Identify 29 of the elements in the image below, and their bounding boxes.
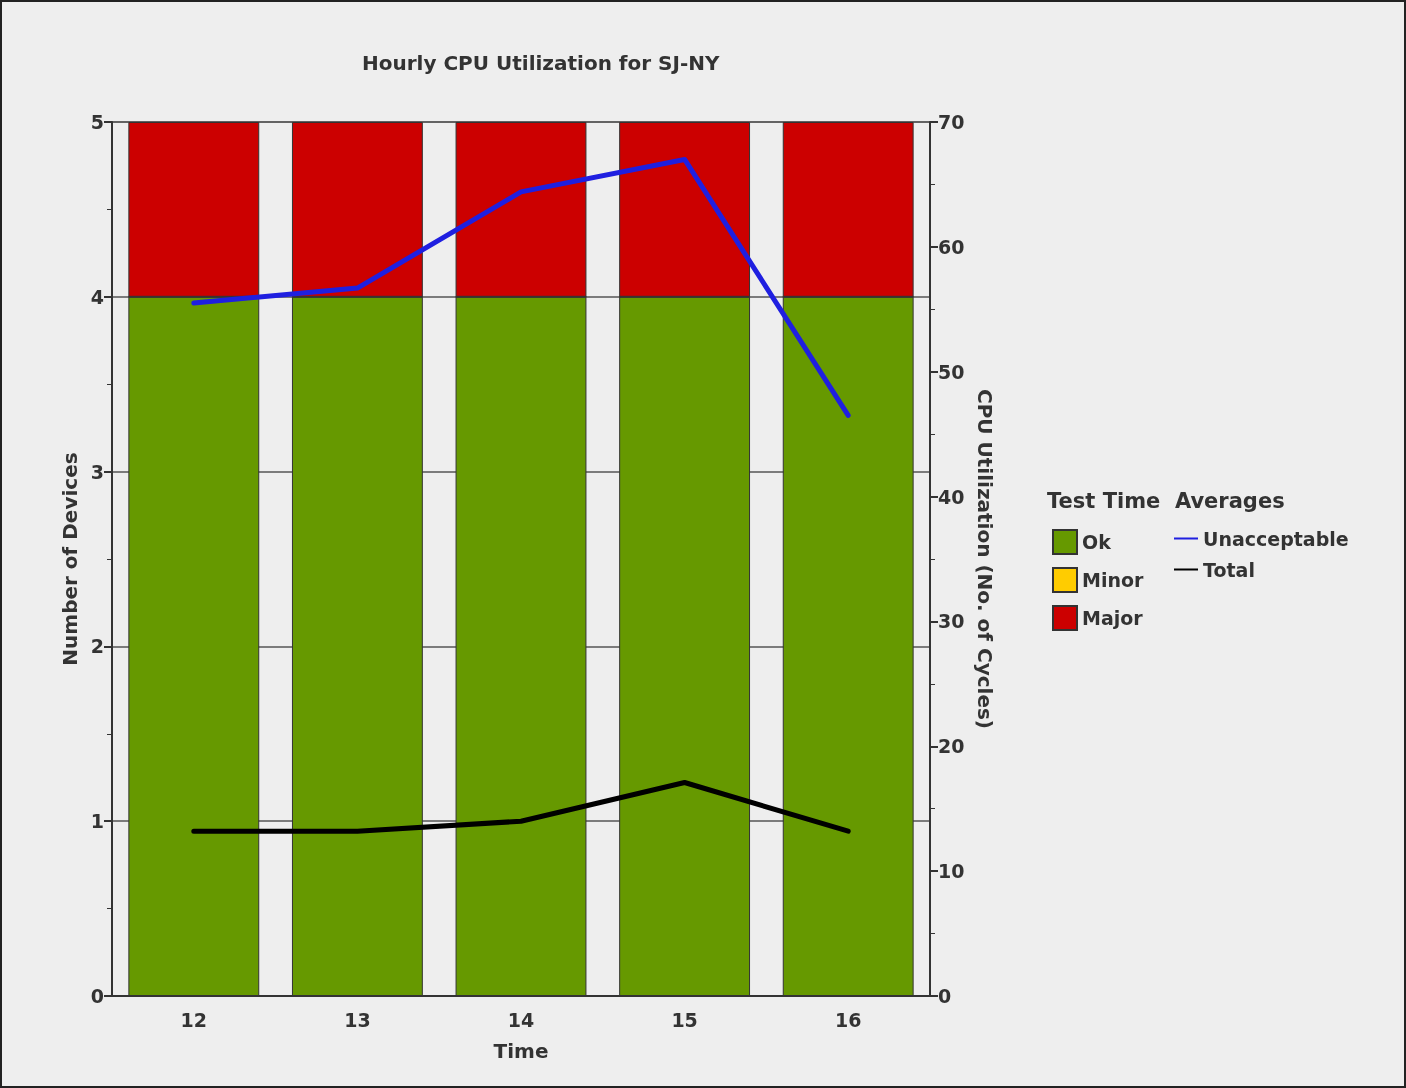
- legend-label: Unacceptable: [1203, 527, 1349, 550]
- y-tick-label: 5: [90, 111, 104, 133]
- y2-tick-label: 10: [938, 860, 965, 883]
- y-tick-label: 3: [90, 460, 104, 483]
- y-tick-label: 0: [90, 985, 104, 1007]
- legend-label: Ok: [1082, 531, 1112, 553]
- y2-tick-label: 30: [938, 610, 965, 633]
- x-tick-label: 14: [507, 1008, 535, 1031]
- x-axis-title: Time: [493, 1039, 549, 1063]
- x-tick-label: 15: [671, 1008, 698, 1031]
- chart-title: Hourly CPU Utilization for SJ-NY: [362, 51, 720, 75]
- legend-label: Major: [1082, 607, 1144, 629]
- y-axis-title: Number of Devices: [57, 452, 82, 666]
- y2-axis-title: CPU Utilization (No. of Cycles): [973, 388, 998, 730]
- x-tick-label: 12: [180, 1008, 208, 1031]
- y2-tick-label: 70: [938, 111, 965, 133]
- y-tick-label: 4: [90, 285, 104, 308]
- legend-title: Test Time Averages: [1047, 488, 1285, 513]
- y-tick-label: 1: [90, 810, 104, 833]
- x-tick-label: 13: [344, 1008, 371, 1031]
- y-tick-label: 2: [90, 635, 104, 658]
- x-tick-label: 16: [834, 1008, 862, 1031]
- y2-tick-label: 50: [938, 360, 965, 383]
- y2-tick-label: 0: [938, 985, 952, 1007]
- y2-tick-label: 20: [938, 735, 965, 758]
- legend-label: Total: [1203, 558, 1255, 581]
- legend-label: Minor: [1082, 569, 1144, 591]
- y2-tick-label: 40: [938, 485, 965, 508]
- y2-tick-label: 60: [938, 235, 965, 258]
